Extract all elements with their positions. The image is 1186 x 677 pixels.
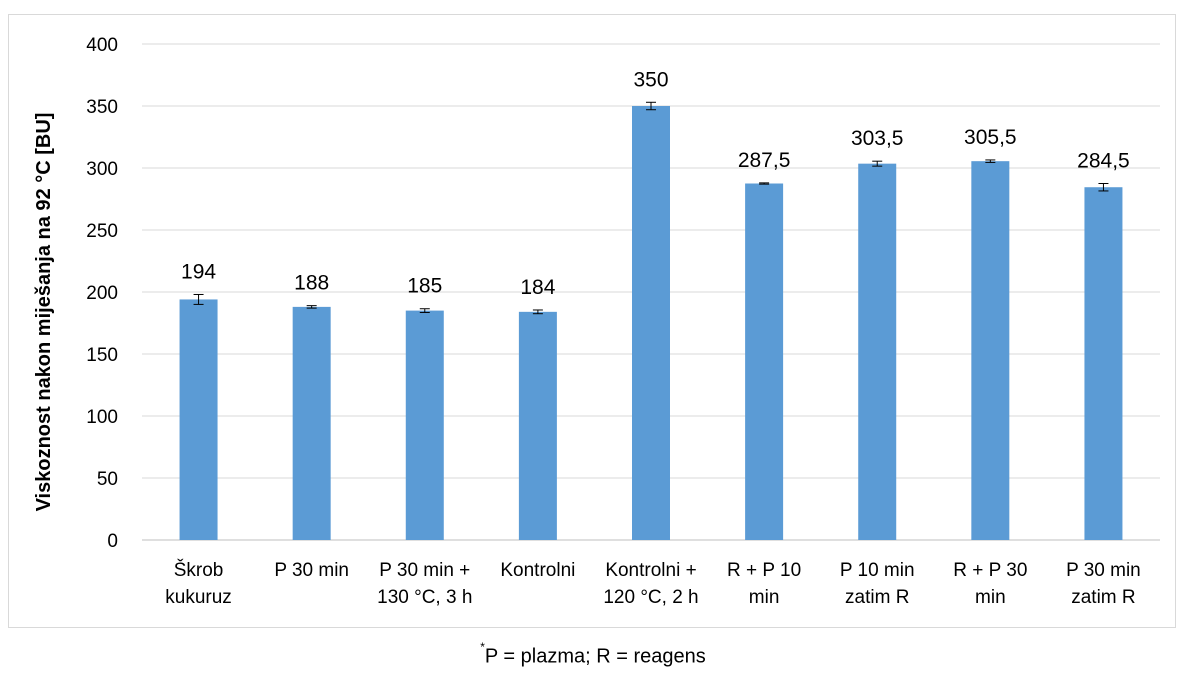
footnote: *P = plazma; R = reagens	[0, 640, 1186, 669]
y-tick-label: 0	[107, 531, 118, 552]
data-label: 305,5	[964, 126, 1017, 149]
bar	[405, 310, 444, 540]
x-tick-label: min	[749, 587, 780, 608]
y-tick-label: 350	[86, 97, 118, 118]
x-tick-label: P 30 min	[274, 560, 349, 581]
y-tick-label: 200	[86, 283, 118, 304]
data-label: 185	[407, 275, 442, 298]
bar	[858, 163, 897, 540]
y-tick-label: 300	[86, 159, 118, 180]
bar-chart: 0 50 100 150 200 250 300 350 400 Viskoznost nakon…	[33, 35, 1160, 608]
bar	[745, 183, 784, 540]
bar	[292, 306, 331, 540]
data-label: 287,5	[738, 149, 791, 172]
bar	[518, 311, 557, 540]
y-tick-label: 150	[86, 345, 118, 366]
data-label: 284,5	[1077, 150, 1130, 173]
data-label: 184	[520, 276, 555, 299]
x-tick-label: Škrob	[174, 559, 224, 581]
y-tick-label: 400	[86, 35, 118, 56]
x-tick-label: zatim R	[1071, 587, 1135, 608]
bar	[971, 161, 1010, 540]
bar	[1084, 187, 1123, 540]
footnote-marker: *	[480, 640, 485, 654]
x-tick-label: 120 °C, 2 h	[603, 587, 698, 608]
y-axis-label: Viskoznost nakon miješanja na 92 °C [BU]	[33, 113, 55, 512]
y-tick-label: 50	[97, 469, 118, 490]
x-tick-label: Kontrolni	[500, 560, 575, 581]
x-tick-label: P 30 min	[1066, 560, 1141, 581]
y-tick-label: 100	[86, 407, 118, 428]
bar	[632, 106, 670, 540]
x-tick-label: Kontrolni +	[605, 560, 696, 581]
x-tick-label: P 30 min +	[379, 560, 470, 581]
bar	[179, 299, 218, 540]
data-label: 303,5	[851, 127, 904, 150]
x-tick-label: min	[975, 587, 1006, 608]
x-tick-label: R + P 10	[727, 560, 801, 581]
x-tick-label: zatim R	[845, 587, 909, 608]
data-label: 350	[633, 68, 668, 91]
x-tick-label: R + P 30	[953, 560, 1027, 581]
footnote-text: P = plazma; R = reagens	[484, 645, 706, 668]
data-label: 188	[294, 272, 329, 295]
x-tick-label: kukuruz	[165, 587, 232, 608]
x-tick-label: P 10 min	[840, 560, 915, 581]
data-label: 194	[181, 260, 216, 283]
y-tick-label: 250	[86, 221, 118, 242]
x-tick-label: 130 °C, 3 h	[377, 587, 472, 608]
